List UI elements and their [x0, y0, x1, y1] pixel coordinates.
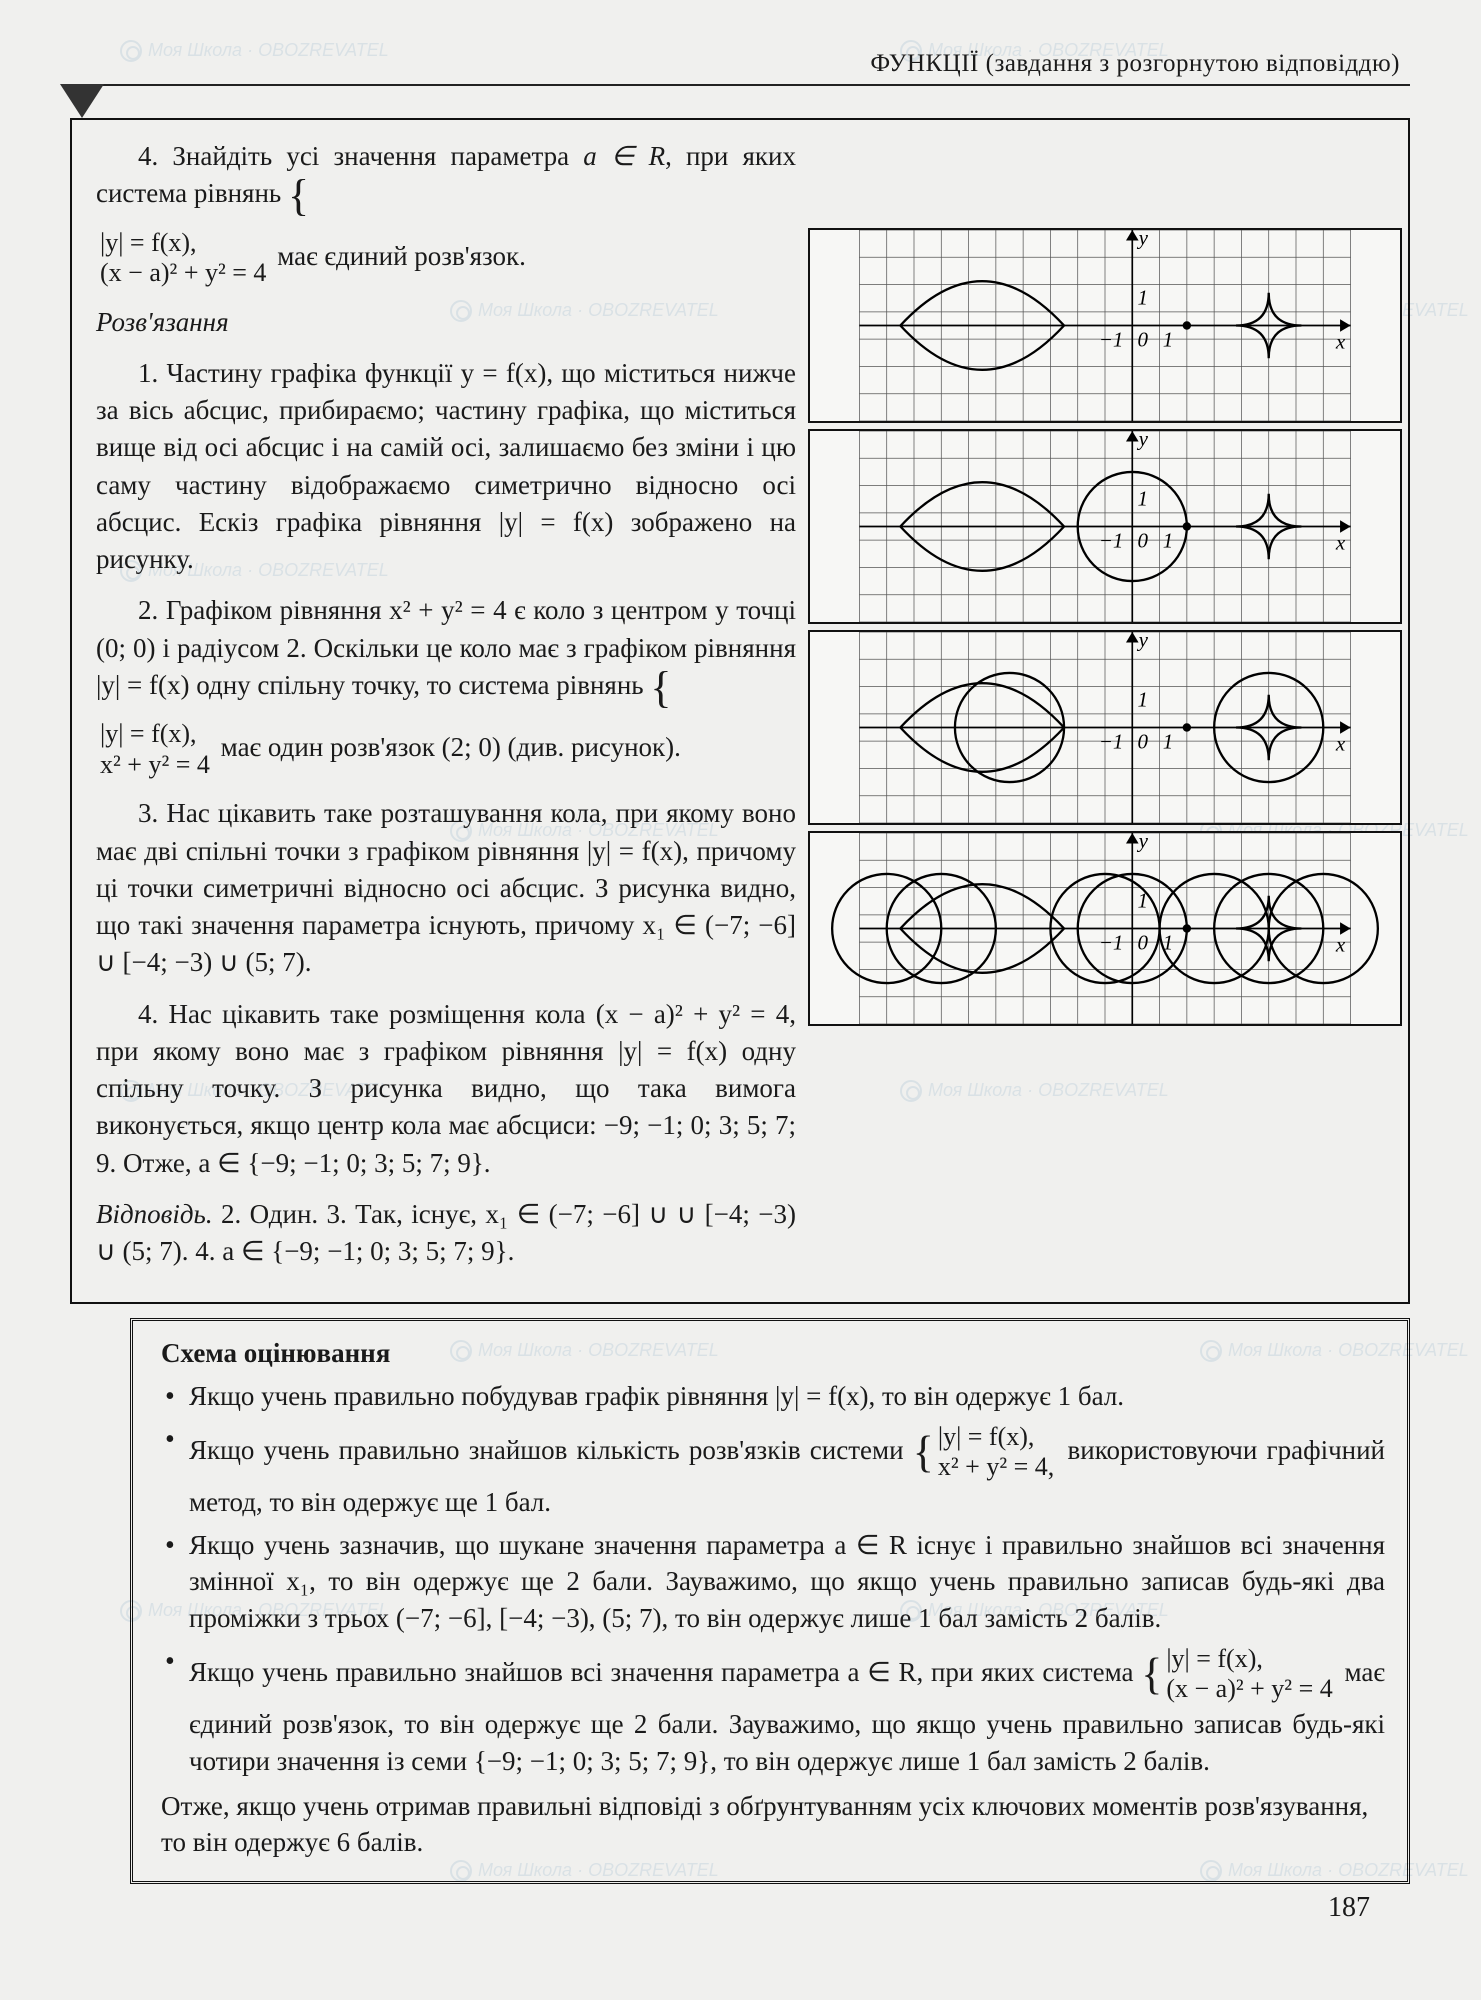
header-rule	[70, 84, 1410, 86]
scheme-bullet-3: Якщо учень зазначив, що шукане значення …	[161, 1527, 1385, 1637]
rozv-label: Розв'язання	[96, 304, 796, 341]
svg-text:−1: −1	[1099, 327, 1124, 351]
svg-text:1: 1	[1138, 688, 1148, 712]
svg-text:x: x	[1335, 330, 1346, 354]
scheme-bullet-4: Якщо учень правильно знайшов всі значенн…	[161, 1643, 1385, 1780]
prob-num: 4.	[138, 141, 158, 171]
svg-text:y: y	[1137, 632, 1149, 652]
graphs-column: yx01−11 yx01−11 yx01−11 yx01−11	[808, 138, 1402, 1284]
svg-text:0: 0	[1138, 528, 1149, 552]
svg-text:1: 1	[1163, 528, 1173, 552]
svg-text:y: y	[1137, 431, 1149, 451]
graph-3: yx01−11	[808, 630, 1402, 825]
scheme-bullet-1: Якщо учень правильно побудував графік рі…	[161, 1378, 1385, 1415]
svg-text:1: 1	[1138, 286, 1148, 310]
text-column: 4. Знайдіть усі значення параметра a ∈ R…	[96, 138, 796, 1284]
step-2: 2. Графіком рівняння x² + y² = 4 є коло …	[96, 592, 796, 704]
grading-scheme: Схема оцінювання Якщо учень правильно по…	[130, 1318, 1410, 1884]
svg-text:1: 1	[1163, 729, 1173, 753]
svg-text:−1: −1	[1099, 729, 1124, 753]
scheme-title: Схема оцінювання	[161, 1335, 1385, 1372]
scheme-bullet-2: Якщо учень правильно знайшов кількість р…	[161, 1421, 1385, 1521]
svg-text:y: y	[1137, 230, 1149, 250]
svg-text:0: 0	[1138, 729, 1149, 753]
graph-4: yx01−11	[808, 831, 1402, 1026]
svg-text:−1: −1	[1099, 528, 1124, 552]
step-3: 3. Нас цікавить таке розташування кола, …	[96, 795, 796, 981]
answer: Відповідь. 2. Один. 3. Так, існує, x₁ ∈ …	[96, 1196, 796, 1271]
problem-statement: 4. Знайдіть усі значення параметра a ∈ R…	[96, 138, 796, 213]
step-4: 4. Нас цікавить таке розміщення кола (x …	[96, 996, 796, 1182]
svg-text:−1: −1	[1099, 930, 1124, 954]
svg-text:0: 0	[1138, 327, 1149, 351]
page-number: 187	[1328, 1892, 1370, 1924]
graph-1: yx01−11	[808, 228, 1402, 423]
svg-text:1: 1	[1138, 487, 1148, 511]
svg-text:0: 0	[1138, 930, 1149, 954]
svg-text:x: x	[1335, 531, 1346, 555]
svg-text:1: 1	[1163, 327, 1173, 351]
page: ФУНКЦІЇ (завдання з розгорнутою відповід…	[50, 40, 1430, 1940]
section-header: ФУНКЦІЇ (завдання з розгорнутою відповід…	[50, 40, 1430, 78]
content-frame: 4. Знайдіть усі значення параметра a ∈ R…	[70, 118, 1410, 1304]
svg-text:y: y	[1137, 833, 1149, 853]
svg-text:x: x	[1335, 933, 1346, 957]
step-1: 1. Частину графіка функції y = f(x), що …	[96, 355, 796, 579]
svg-text:x: x	[1335, 732, 1346, 756]
scheme-final: Отже, якщо учень отримав правильні відпо…	[161, 1788, 1385, 1861]
graph-2: yx01−11	[808, 429, 1402, 624]
triangle-marker	[60, 84, 104, 118]
